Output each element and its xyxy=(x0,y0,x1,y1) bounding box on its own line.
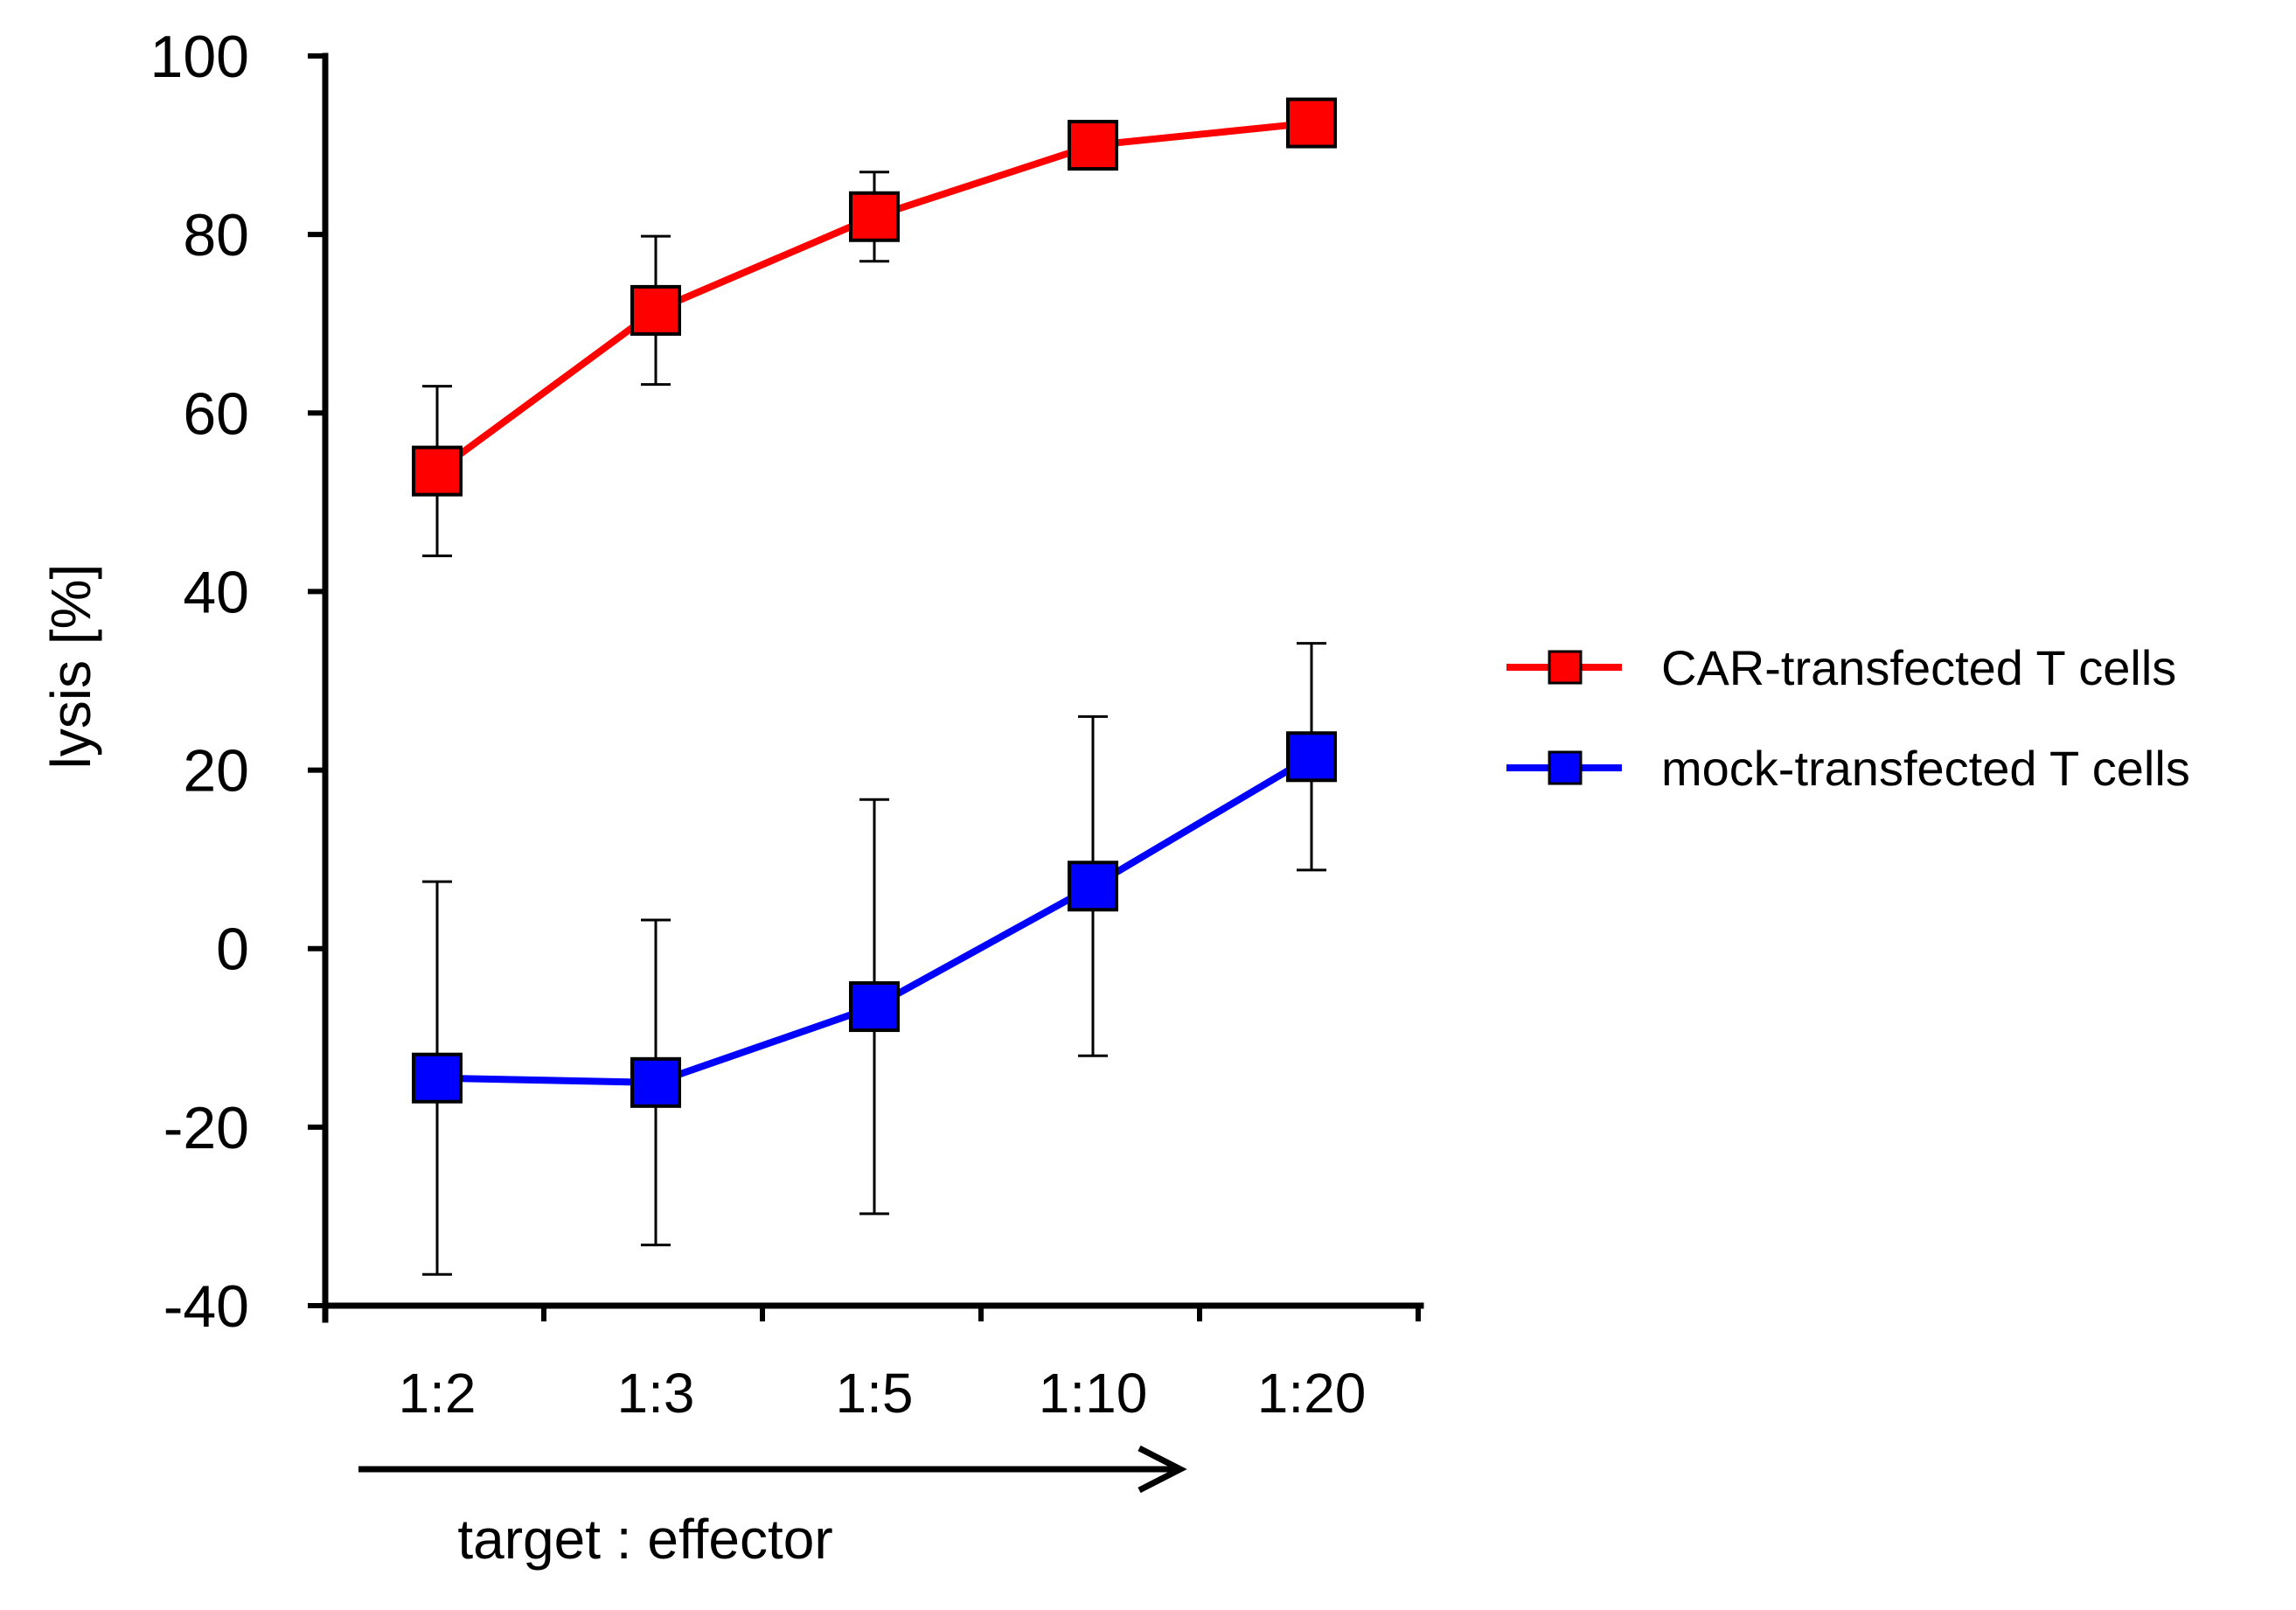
legend: CAR-transfected T cells mock-transfected … xyxy=(1506,640,2190,796)
legend-marker xyxy=(1548,650,1583,685)
error-bars xyxy=(422,171,1326,1276)
data-point xyxy=(630,1056,681,1108)
y-tick-label: -40 xyxy=(164,1273,249,1340)
legend-entry: CAR-transfected T cells xyxy=(1506,640,2176,695)
legend-marker xyxy=(1548,750,1583,785)
data-point xyxy=(1068,861,1118,912)
data-point xyxy=(849,981,900,1033)
data-point xyxy=(849,191,900,242)
y-tick-label: 60 xyxy=(183,380,249,447)
legend-label: CAR-transfected T cells xyxy=(1661,640,2176,695)
y-tick-label: 80 xyxy=(183,202,249,268)
legend-label: mock-transfected T cells xyxy=(1661,741,2190,796)
data-point xyxy=(1286,731,1337,783)
x-direction-arrowhead xyxy=(1138,1445,1187,1494)
axes: -40 -20 0 20 40 60 80 100 1:2 1:3 1:5 1:10 1:20 xyxy=(150,24,1424,1494)
data-point xyxy=(1068,120,1118,171)
data-point xyxy=(1286,97,1337,149)
y-tick-label: -20 xyxy=(164,1095,249,1161)
y-tick-label: 40 xyxy=(183,559,249,625)
x-tick-label: 1:5 xyxy=(836,1362,914,1425)
series-markers xyxy=(412,97,1337,1108)
x-axis-label: target : effector xyxy=(457,1508,832,1571)
y-tick-label: 20 xyxy=(183,738,249,805)
data-point xyxy=(630,284,681,336)
data-point xyxy=(412,1052,463,1104)
y-tick-label: 100 xyxy=(150,24,249,90)
x-tick-label: 1:2 xyxy=(399,1362,477,1425)
x-tick-label: 1:3 xyxy=(617,1362,695,1425)
y-axis-label: lysis [%] xyxy=(39,564,102,770)
y-tick-label: 0 xyxy=(216,917,249,983)
data-point xyxy=(412,445,463,497)
x-tick-label: 1:20 xyxy=(1257,1362,1367,1425)
legend-entry: mock-transfected T cells xyxy=(1506,741,2190,796)
x-tick-label: 1:10 xyxy=(1039,1362,1148,1425)
